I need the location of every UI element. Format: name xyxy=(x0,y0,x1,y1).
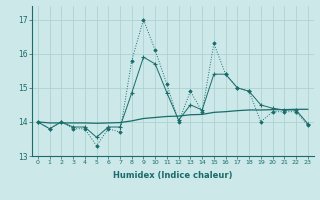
X-axis label: Humidex (Indice chaleur): Humidex (Indice chaleur) xyxy=(113,171,233,180)
